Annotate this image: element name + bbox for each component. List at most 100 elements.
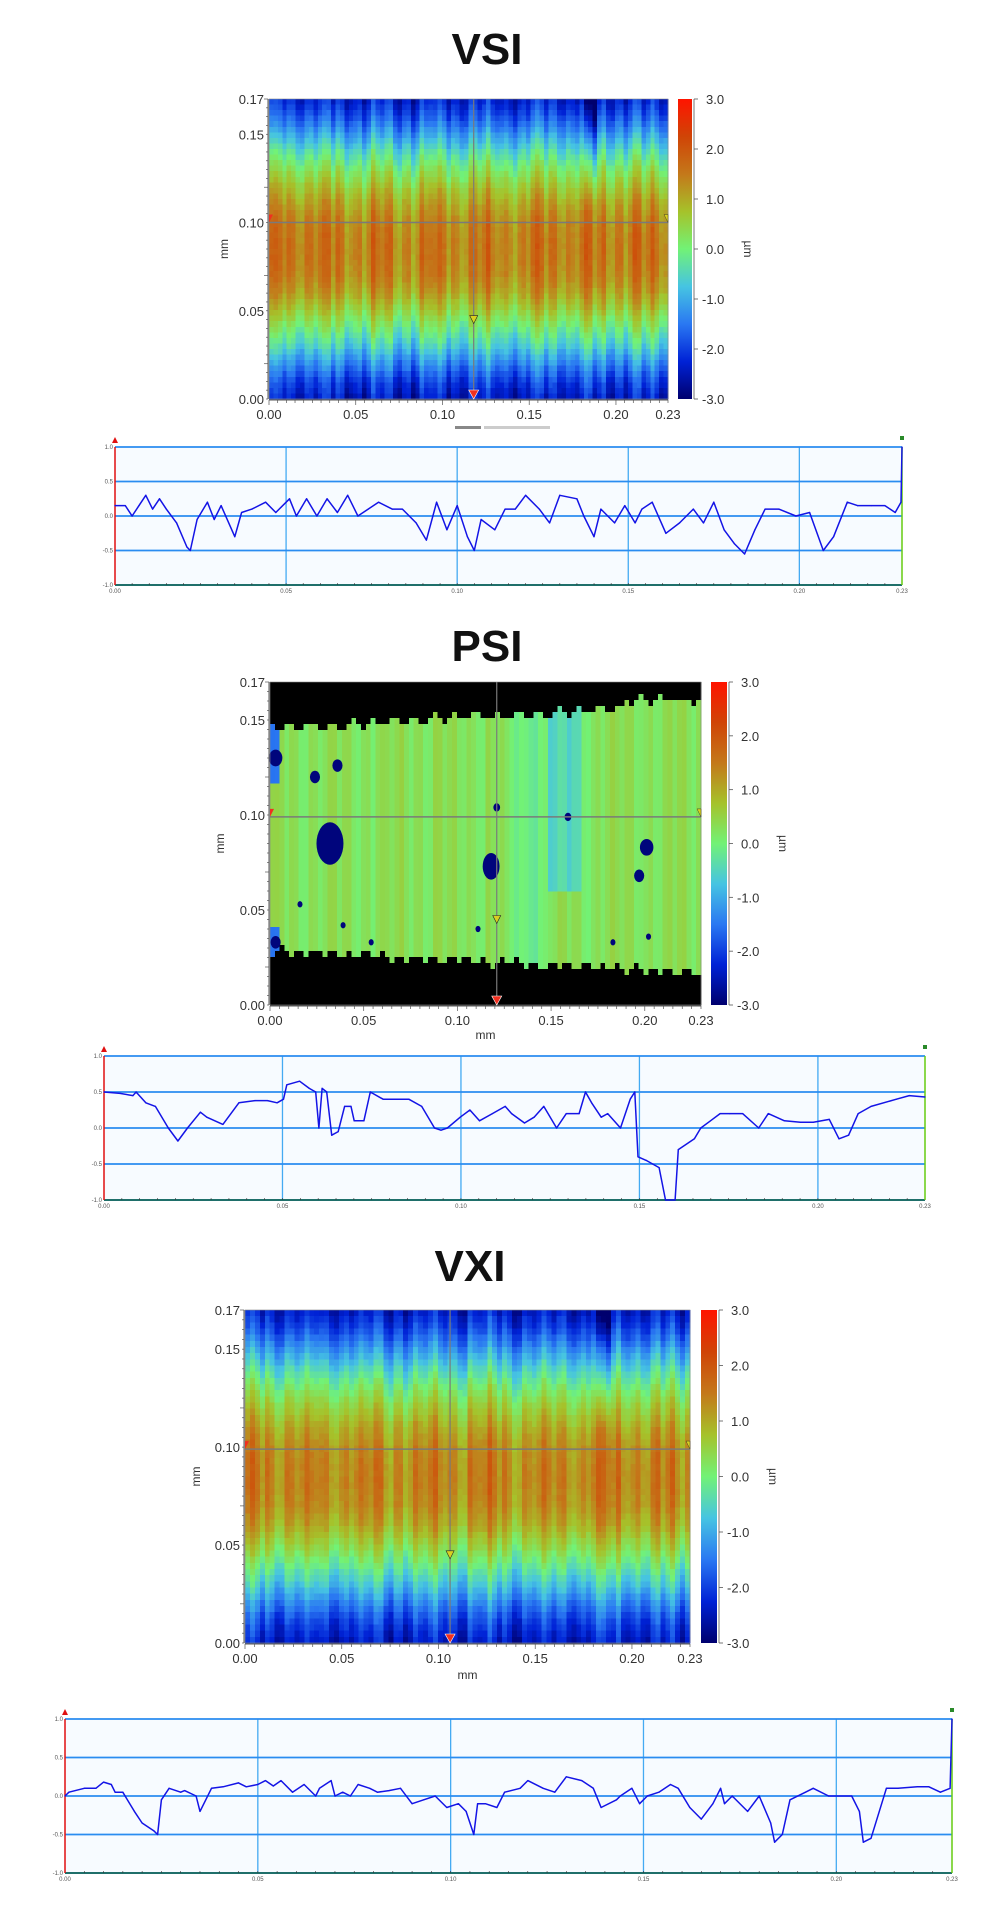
heatmap-cell <box>574 176 580 183</box>
heatmap-cell <box>592 187 598 195</box>
heatmap-cell <box>424 137 430 145</box>
heatmap-cell <box>326 265 332 272</box>
heatmap-cell <box>335 126 341 133</box>
heatmap-cell <box>433 321 439 328</box>
heatmap-cell <box>277 343 283 350</box>
heatmap-cell <box>650 99 656 106</box>
heatmap-cell <box>277 387 283 395</box>
heatmap-cell <box>402 326 408 333</box>
heatmap-cell <box>512 204 518 211</box>
heatmap-cell <box>481 249 487 256</box>
heatmap-cell <box>300 321 306 328</box>
heatmap-cell <box>428 171 434 178</box>
heatmap-cell <box>481 187 487 195</box>
heatmap-cell <box>517 204 523 211</box>
heatmap-cell <box>362 237 368 245</box>
heatmap-cell <box>663 104 669 111</box>
heatmap-cell <box>654 115 660 122</box>
heatmap-cell <box>552 371 558 378</box>
heatmap-cell <box>353 310 359 317</box>
heatmap-cell <box>650 354 656 361</box>
heatmap-cell <box>614 193 620 200</box>
heatmap-cell <box>650 165 656 172</box>
heatmap-cell <box>632 365 638 372</box>
heatmap-cell <box>331 110 337 117</box>
heatmap-cell <box>300 115 306 122</box>
heatmap-cell <box>353 299 359 306</box>
heatmap-cell <box>486 393 492 400</box>
heatmap-cell <box>282 343 288 350</box>
heatmap-cell <box>526 165 532 172</box>
heatmap-cell <box>428 110 434 117</box>
heatmap-cell <box>357 232 363 239</box>
heatmap-cell <box>490 337 496 345</box>
heatmap-cell <box>659 137 665 145</box>
heatmap-cell <box>481 365 487 372</box>
heatmap-cell <box>570 315 576 322</box>
heatmap-cell <box>459 343 465 350</box>
heatmap-cell <box>366 254 372 261</box>
heatmap-cell <box>393 126 399 133</box>
heatmap-cell <box>641 137 647 145</box>
heatmap-cell <box>375 249 381 256</box>
heatmap-cell <box>464 226 470 233</box>
heatmap-cell <box>486 210 492 217</box>
heatmap-cell <box>348 210 354 217</box>
heatmap-cell <box>393 154 399 161</box>
heatmap-cell <box>379 321 385 328</box>
heatmap-cell <box>370 360 376 367</box>
heatmap-cell <box>517 221 523 228</box>
heatmap-cell <box>339 204 345 211</box>
heatmap-cell <box>619 215 625 222</box>
heatmap-cell <box>441 121 447 128</box>
heatmap-cell <box>366 365 372 372</box>
heatmap-cell <box>659 115 665 122</box>
heatmap-cell <box>415 193 421 200</box>
heatmap-cell <box>344 210 350 217</box>
heatmap-cell <box>415 260 421 267</box>
heatmap-cell <box>521 276 527 283</box>
heatmap-cell <box>552 376 558 383</box>
heatmap-cell <box>561 282 567 289</box>
heatmap-cell <box>348 382 354 389</box>
heatmap-cell <box>277 249 283 256</box>
heatmap-cell <box>348 204 354 211</box>
heatmap-cell <box>628 371 634 378</box>
heatmap-cell <box>641 115 647 122</box>
heatmap-cell <box>503 260 509 267</box>
heatmap-cell <box>597 132 603 139</box>
heatmap-cell <box>335 165 341 172</box>
heatmap-cell <box>437 132 443 139</box>
heatmap-cell <box>508 326 514 333</box>
heatmap-cell <box>455 265 461 272</box>
heatmap-cell <box>659 193 665 200</box>
heatmap-cell <box>561 137 567 145</box>
heatmap-cell <box>579 160 585 167</box>
heatmap-cell <box>548 293 554 300</box>
heatmap-cell <box>415 332 421 339</box>
heatmap-cell <box>433 187 439 195</box>
heatmap-cell <box>659 332 665 339</box>
heatmap-cell <box>339 226 345 233</box>
heatmap-cell <box>419 326 425 333</box>
heatmap-cell <box>641 287 647 295</box>
heatmap-cell <box>370 110 376 117</box>
heatmap-cell <box>433 326 439 333</box>
heatmap-cell <box>317 126 323 133</box>
heatmap-cell <box>561 110 567 117</box>
heatmap-cell <box>441 376 447 383</box>
heatmap-cell <box>295 382 301 389</box>
heatmap-cell <box>659 182 665 189</box>
heatmap-cell <box>397 315 403 322</box>
heatmap-cell <box>601 343 607 350</box>
heatmap-cell <box>641 276 647 283</box>
heatmap-cell <box>481 149 487 156</box>
heatmap-cell <box>286 382 292 389</box>
heatmap-cell <box>566 237 572 245</box>
heatmap-cell <box>313 182 319 189</box>
heatmap-cell <box>397 132 403 139</box>
heatmap-cell <box>641 371 647 378</box>
heatmap-cell <box>486 221 492 228</box>
heatmap-cell <box>464 332 470 339</box>
heatmap-cell <box>313 99 319 106</box>
